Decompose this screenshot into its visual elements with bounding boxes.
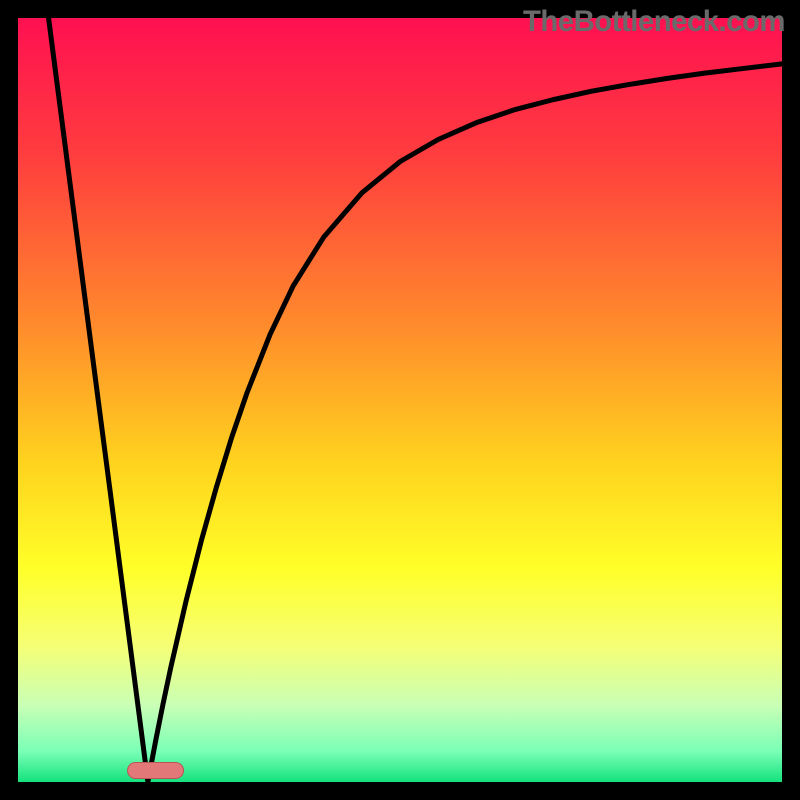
watermark-text: TheBottleneck.com — [523, 5, 785, 39]
bottleneck-chart — [0, 0, 800, 800]
chart-container: TheBottleneck.com — [0, 0, 800, 800]
bottleneck-marker — [128, 763, 184, 779]
